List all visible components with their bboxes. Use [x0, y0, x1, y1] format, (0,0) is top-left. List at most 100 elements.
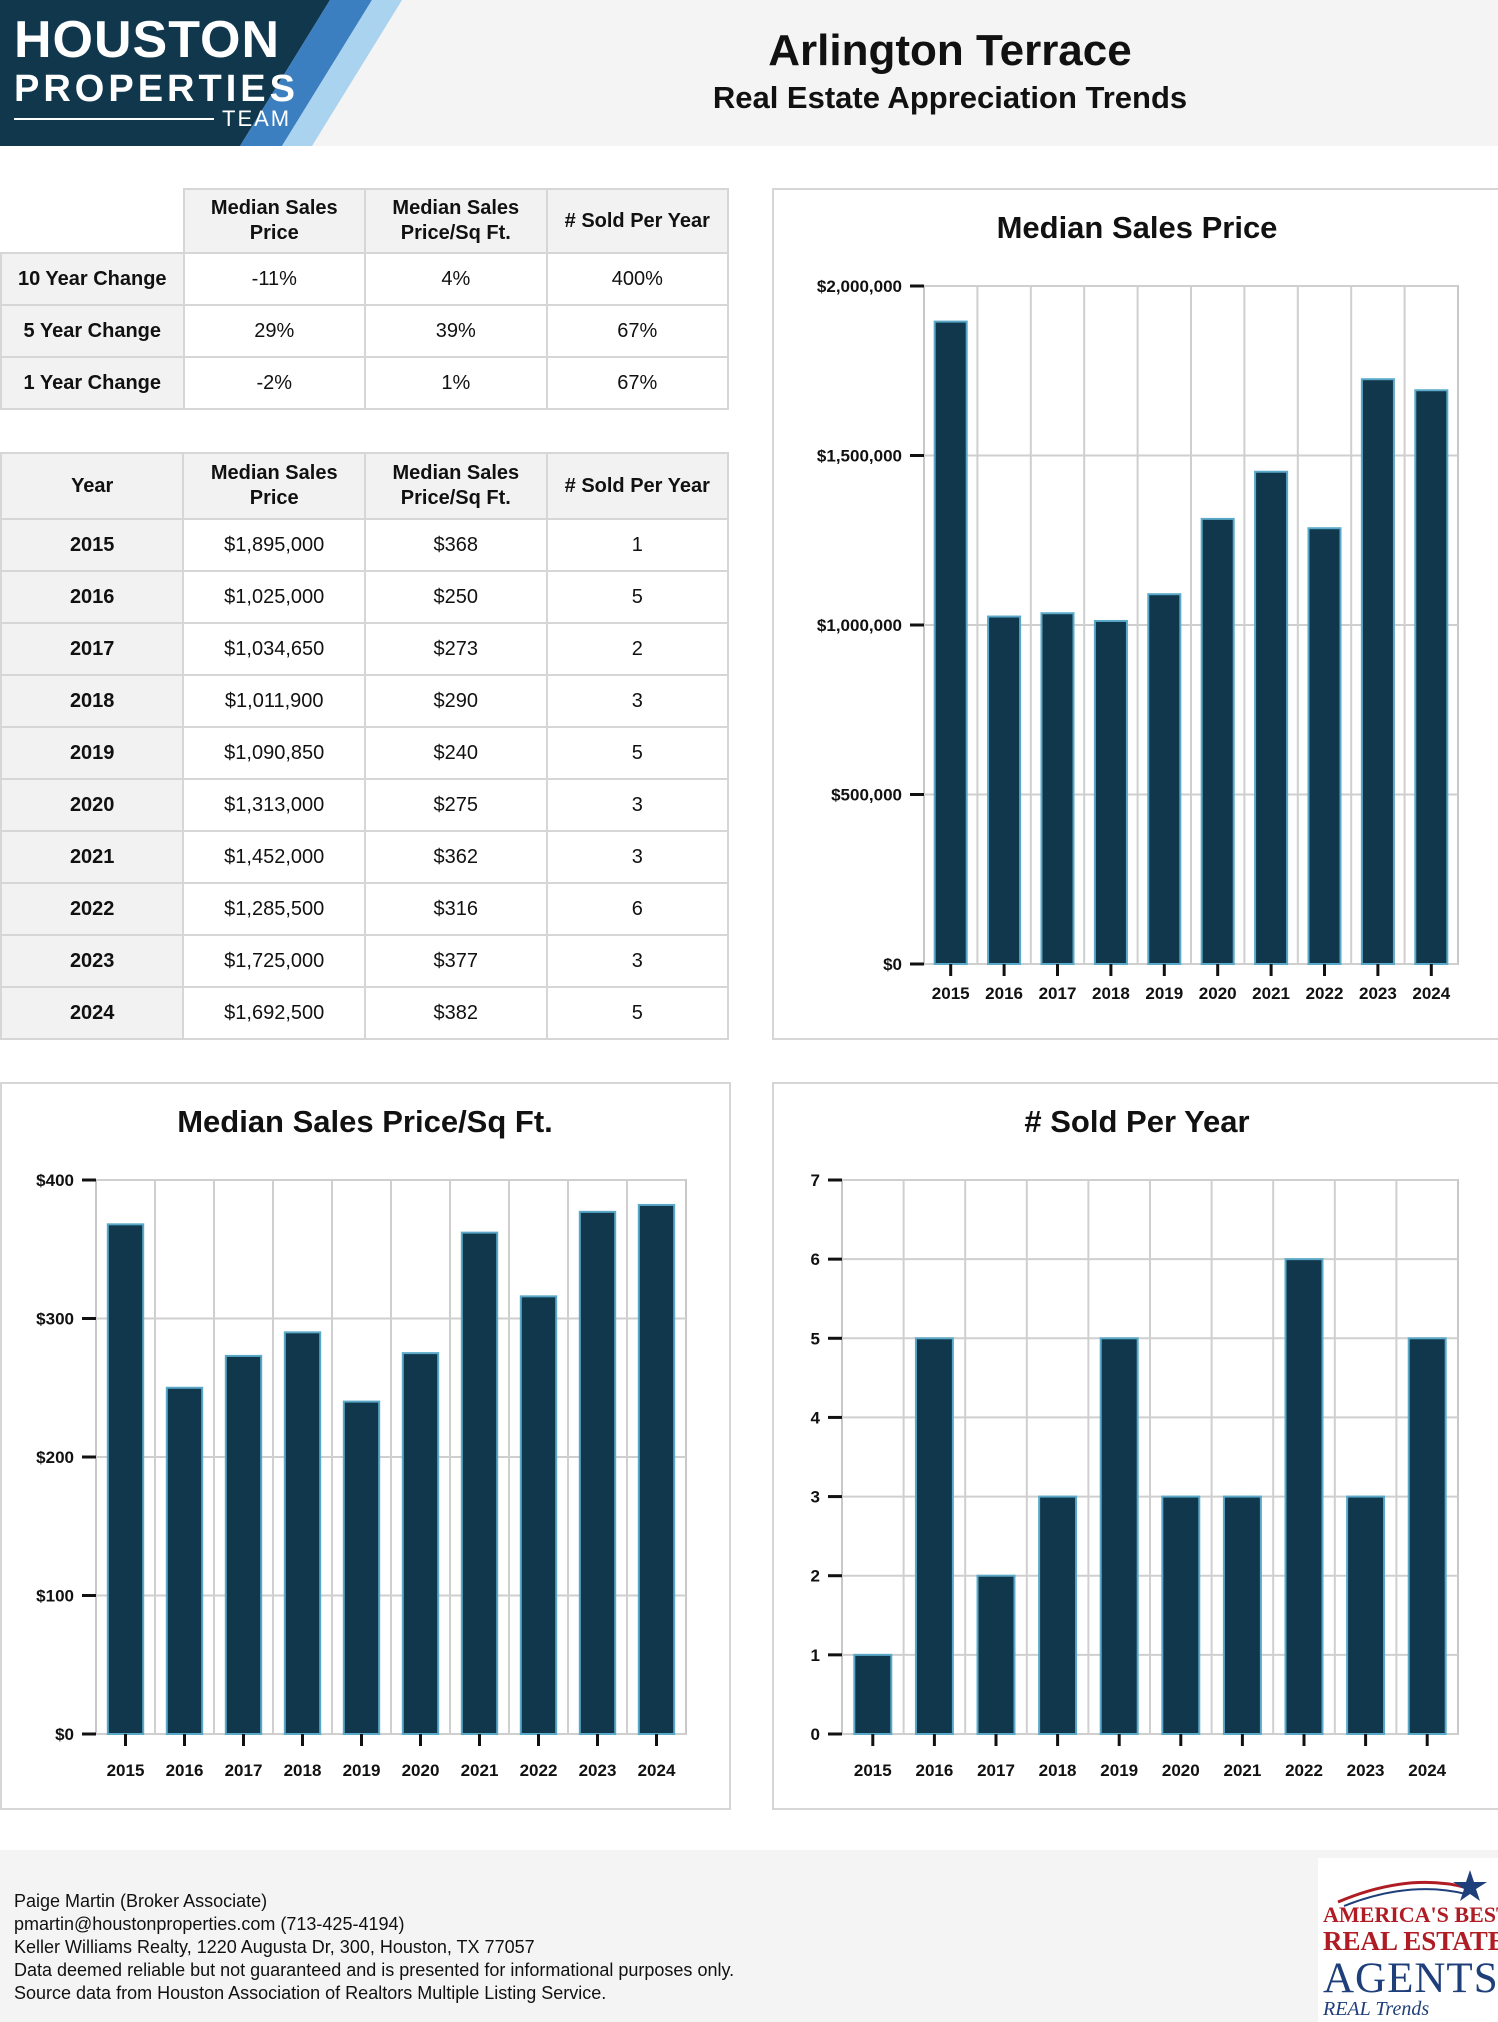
bar-2015 — [106, 1223, 145, 1735]
y-tick-label: $0 — [883, 955, 902, 974]
year-cell: 2023 — [0, 934, 185, 988]
badge-line-1: AMERICA'S BEST — [1323, 1902, 1498, 1927]
table-cell: 5 — [545, 726, 730, 780]
y-tick-label: $200 — [36, 1448, 74, 1467]
table-row: 2020 $1,313,000 $275 3 — [0, 778, 730, 832]
table-cell: 1 — [545, 518, 730, 572]
x-tick-label: 2021 — [461, 1761, 499, 1780]
table-cell: 67% — [545, 304, 730, 358]
x-tick-label: 2017 — [225, 1761, 263, 1780]
table-cell: $273 — [364, 622, 548, 676]
table-cell: $1,285,500 — [182, 882, 367, 936]
median-sales-price-svg: Median Sales Price $0 $500,000 $1,000,000 $1… — [817, 210, 1459, 1003]
x-tick-label: 2024 — [1408, 1761, 1446, 1780]
logo-line-1: HOUSTON — [14, 11, 281, 69]
y-tick-label: 6 — [811, 1250, 820, 1269]
x-tick-label: 2018 — [1039, 1761, 1077, 1780]
change-header-sold: # Sold Per Year — [545, 188, 730, 254]
agent-office-address: Keller Williams Realty, 1220 Augusta Dr,… — [14, 1937, 535, 1957]
sold-per-year-chart: # Sold Per Year 0 1 2 3 4 5 6 7 2015 2016 2017 2018 2… — [772, 1082, 1498, 1810]
logo-line-2: PROPERTIES — [14, 68, 299, 110]
bar-2019 — [1099, 1337, 1139, 1736]
x-tick-label: 2017 — [977, 1761, 1015, 1780]
x-tick-label: 2020 — [1162, 1761, 1200, 1780]
chart-title: # Sold Per Year — [1024, 1104, 1249, 1139]
page-footer: Paige Martin (Broker Associate) pmartin@… — [0, 1850, 1498, 2022]
year-cell: 2015 — [0, 518, 185, 572]
table-cell: 3 — [545, 934, 730, 988]
year-cell: 2018 — [0, 674, 185, 728]
x-tick-label: 2021 — [1223, 1761, 1261, 1780]
bar-2019 — [1147, 593, 1182, 965]
bar-2024 — [1414, 389, 1449, 965]
table-row: 2021 $1,452,000 $362 3 — [0, 830, 730, 884]
year-header-sold: # Sold Per Year — [545, 452, 730, 520]
bar-2024 — [1407, 1337, 1447, 1736]
x-tick-label: 2022 — [520, 1761, 558, 1780]
year-cell: 2016 — [0, 570, 185, 624]
table-cell: 5 — [545, 570, 730, 624]
chart-title: Median Sales Price — [997, 210, 1278, 245]
year-cell: 2017 — [0, 622, 185, 676]
x-tick-label: 2023 — [1347, 1761, 1385, 1780]
table-row: 2022 $1,285,500 $316 6 — [0, 882, 730, 936]
bar-2023 — [1360, 378, 1395, 966]
table-cell: 5 — [545, 986, 730, 1040]
table-cell: $368 — [364, 518, 548, 572]
bar-2017 — [224, 1354, 263, 1735]
year-table-header-row: Year Median Sales Price Median Sales Pri… — [0, 452, 730, 520]
bar-2019 — [342, 1400, 381, 1735]
x-tick-label: 2024 — [638, 1761, 676, 1780]
logo-divider — [14, 118, 214, 120]
y-tick-label: 7 — [811, 1171, 820, 1190]
badge-line-2: REAL ESTATE — [1323, 1926, 1498, 1956]
price-per-sqft-chart: Median Sales Price/Sq Ft. $0 $100 $200 $300 $… — [0, 1082, 731, 1810]
x-tick-label: 2019 — [1100, 1761, 1138, 1780]
x-tick-label: 2019 — [343, 1761, 381, 1780]
y-tick-label: $400 — [36, 1171, 74, 1190]
table-row: 2023 $1,725,000 $377 3 — [0, 934, 730, 988]
year-header-price: Median Sales Price — [182, 452, 367, 520]
y-tick-label: $1,000,000 — [817, 616, 902, 635]
bar-2018 — [1038, 1495, 1078, 1736]
agent-contact-info: Paige Martin (Broker Associate) pmartin@… — [14, 1890, 734, 2005]
table-cell: -11% — [182, 252, 367, 306]
bar-2022 — [519, 1295, 558, 1735]
bar-2021 — [1254, 470, 1289, 965]
table-row: 2017 $1,034,650 $273 2 — [0, 622, 730, 676]
bar-2018 — [283, 1331, 322, 1735]
table-cell: $1,313,000 — [182, 778, 367, 832]
table-cell: $275 — [364, 778, 548, 832]
bar-2022 — [1284, 1258, 1324, 1735]
table-cell: $377 — [364, 934, 548, 988]
x-tick-label: 2019 — [1145, 984, 1183, 1003]
table-cell: $1,692,500 — [182, 986, 367, 1040]
bar-2018 — [1093, 619, 1128, 965]
table-cell: $316 — [364, 882, 548, 936]
sold-per-year-svg: # Sold Per Year 0 1 2 3 4 5 6 7 2015 2016 2017 2018 2… — [811, 1104, 1459, 1780]
table-cell: 2 — [545, 622, 730, 676]
table-cell: $1,725,000 — [182, 934, 367, 988]
table-row: 10 Year Change -11% 4% 400% — [0, 252, 730, 306]
x-tick-label: 2015 — [932, 984, 970, 1003]
table-cell: 39% — [364, 304, 548, 358]
bar-2017 — [976, 1574, 1016, 1736]
y-tick-label: $500,000 — [831, 786, 902, 805]
table-cell: $1,090,850 — [182, 726, 367, 780]
table-cell: 4% — [364, 252, 548, 306]
bar-2022 — [1307, 527, 1342, 965]
table-cell: $1,034,650 — [182, 622, 367, 676]
x-tick-label: 2016 — [166, 1761, 204, 1780]
x-tick-label: 2017 — [1039, 984, 1077, 1003]
star-swoosh-icon — [1337, 1870, 1487, 1907]
table-cell: $362 — [364, 830, 548, 884]
table-row: 1 Year Change -2% 1% 67% — [0, 356, 730, 410]
year-table-body: 2015 $1,895,000 $368 1 2016 $1,025,000 $250 5 20… — [0, 518, 730, 1040]
x-tick-label: 2021 — [1252, 984, 1290, 1003]
change-header-sqft: Median Sales Price/Sq Ft. — [364, 188, 548, 254]
table-row: 2019 $1,090,850 $240 5 — [0, 726, 730, 780]
x-tick-label: 2022 — [1306, 984, 1344, 1003]
bar-2023 — [1346, 1495, 1386, 1736]
table-cell: 3 — [545, 674, 730, 728]
x-tick-label: 2020 — [402, 1761, 440, 1780]
